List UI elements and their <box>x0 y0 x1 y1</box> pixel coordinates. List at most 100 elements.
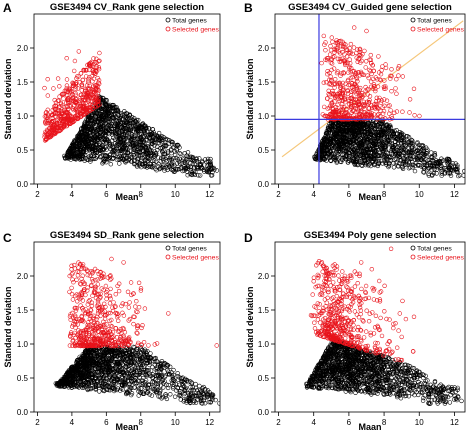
selected-genes-point <box>96 78 102 83</box>
selected-genes-point <box>85 62 90 68</box>
selected-genes-point <box>329 67 334 73</box>
total-genes-point <box>175 142 180 148</box>
x-axis-label: Mean <box>115 192 138 202</box>
total-genes-point <box>425 147 430 152</box>
legend-marker <box>410 26 416 32</box>
selected-genes-point <box>325 55 330 61</box>
selected-genes-point <box>407 110 412 115</box>
selected-genes-point <box>368 113 374 118</box>
total-genes-point <box>436 159 442 164</box>
total-genes-point <box>362 130 368 135</box>
selected-genes-point <box>335 91 340 97</box>
total-genes-point <box>145 132 150 138</box>
selected-genes-point <box>79 88 85 93</box>
total-genes-point <box>375 130 381 136</box>
total-genes-point <box>136 117 141 123</box>
total-genes-point <box>334 160 339 165</box>
total-genes-point <box>70 153 75 158</box>
total-genes-point <box>89 126 94 131</box>
total-genes-point <box>156 140 161 146</box>
total-genes-point <box>138 164 144 170</box>
total-genes-point <box>331 133 336 139</box>
y-tick-label: 1.5 <box>258 78 270 87</box>
total-genes-point <box>434 167 439 172</box>
selected-genes-point <box>89 74 95 79</box>
total-genes-point <box>153 367 159 372</box>
selected-genes-point <box>324 57 330 63</box>
selected-genes-point <box>93 83 99 88</box>
selected-genes-point <box>351 84 357 90</box>
total-genes-point <box>125 150 131 156</box>
total-genes-point <box>445 161 450 166</box>
total-genes-point <box>169 162 175 167</box>
selected-genes-point <box>368 79 374 84</box>
total-genes-point <box>103 378 108 384</box>
legend-marker <box>165 26 171 32</box>
total-genes-point <box>121 123 127 128</box>
total-genes-point <box>388 155 393 160</box>
total-genes-point <box>448 173 454 178</box>
total-genes-point <box>395 144 400 150</box>
total-genes-point <box>138 123 143 129</box>
total-genes-point <box>383 144 388 150</box>
selected-genes-point <box>340 107 345 112</box>
total-genes-point <box>126 156 132 162</box>
selected-genes-point <box>394 91 399 96</box>
total-genes-point <box>162 143 168 148</box>
total-genes-point <box>149 164 154 169</box>
selected-genes-point <box>348 41 354 47</box>
total-genes-point <box>398 132 404 137</box>
selected-genes-point <box>340 44 346 50</box>
selected-genes-point <box>81 92 86 98</box>
panel-title: GSE3494 CV_Guided gene selection <box>288 2 452 13</box>
total-genes-point <box>370 129 375 135</box>
total-genes-point <box>365 151 371 156</box>
total-genes-point <box>430 162 435 168</box>
selected-genes-point <box>45 76 50 82</box>
selected-genes-point <box>71 68 77 74</box>
total-genes-point <box>432 151 437 156</box>
total-genes-point <box>76 133 81 138</box>
total-genes-point <box>384 122 389 128</box>
total-genes-point <box>364 160 369 166</box>
total-genes-point <box>73 151 78 156</box>
selected-genes-point <box>64 115 70 121</box>
total-genes-point <box>389 129 394 134</box>
total-genes-point <box>124 111 130 116</box>
total-genes-point <box>133 123 138 129</box>
total-genes-point <box>324 151 330 157</box>
selected-genes-point <box>348 75 354 81</box>
total-genes-point <box>394 151 399 156</box>
selected-genes-point <box>88 99 94 104</box>
total-genes-point <box>439 173 444 178</box>
total-genes-point <box>365 126 370 132</box>
selected-genes-point <box>42 132 47 137</box>
selected-genes-point <box>50 132 55 138</box>
total-genes-point <box>371 147 376 152</box>
total-genes-point <box>97 154 103 160</box>
total-genes-point <box>159 379 164 385</box>
total-genes-point <box>323 133 328 139</box>
total-genes-point <box>151 162 157 167</box>
total-genes-point <box>206 159 211 164</box>
selected-genes-point <box>335 56 341 61</box>
total-genes-point <box>341 135 347 140</box>
total-genes-point <box>102 156 107 161</box>
total-genes-point <box>198 173 203 178</box>
selected-genes-point <box>381 108 387 114</box>
selected-genes-point <box>83 74 89 79</box>
total-genes-point <box>110 144 115 149</box>
selected-genes-point <box>355 79 360 84</box>
total-genes-point <box>124 120 129 126</box>
total-genes-point <box>405 153 410 158</box>
total-genes-point <box>457 173 463 178</box>
selected-genes-point <box>383 116 388 121</box>
total-genes-point <box>326 129 332 135</box>
x-tick-label: 10 <box>415 190 424 199</box>
total-genes-point <box>145 150 150 156</box>
total-genes-point <box>177 392 183 398</box>
total-genes-point <box>103 102 109 108</box>
selected-genes-point <box>338 83 343 88</box>
total-genes-point <box>141 130 147 135</box>
